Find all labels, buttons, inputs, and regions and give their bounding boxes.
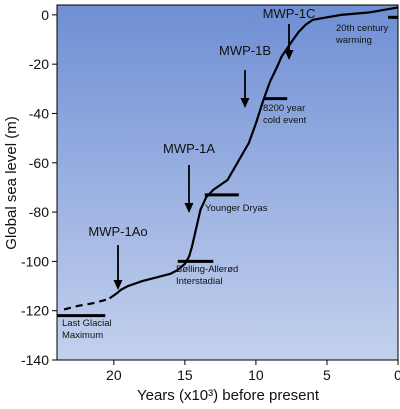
event-label: Last Glacial (62, 318, 112, 329)
y-tick-label: -40 (29, 105, 49, 121)
annotation-arrowhead (184, 203, 194, 213)
y-tick-label: -100 (21, 253, 49, 269)
event-label: Younger Dryas (205, 203, 268, 214)
y-tick-label: -120 (21, 303, 49, 319)
y-tick-label: 0 (41, 7, 49, 23)
event-label: Interstadial (176, 276, 222, 287)
event-label: cold event (263, 115, 307, 126)
x-tick-label: 10 (248, 367, 264, 383)
x-tick-label: 0 (394, 367, 400, 383)
plot-area (56, 4, 399, 361)
y-axis-title: Global sea level (m) (3, 116, 20, 249)
annotation-label: MWP-1A (163, 141, 215, 156)
event-label: Maximum (62, 330, 103, 341)
annotation-label: MWP-1B (219, 43, 271, 58)
annotation-label: MWP-1Ao (88, 224, 147, 239)
annotation-arrowhead (240, 98, 250, 108)
event-label: 20th century (336, 23, 389, 34)
y-tick-label: -60 (29, 155, 49, 171)
y-tick-label: -140 (21, 352, 49, 368)
x-tick-label: 15 (177, 367, 193, 383)
x-tick-label: 5 (323, 367, 331, 383)
annotation-arrowhead (284, 50, 294, 60)
y-tick-label: -20 (29, 56, 49, 72)
x-tick-label: 20 (106, 367, 122, 383)
event-label: warming (335, 35, 372, 46)
event-label: 8200 year (263, 103, 305, 114)
y-tick-label: -80 (29, 204, 49, 220)
x-axis-title: Years (x10³) before present (137, 387, 320, 404)
annotation-arrowhead (113, 280, 123, 290)
sea-level-line (108, 6, 399, 300)
event-label: Bølling-Allerød (176, 264, 238, 275)
sea-level-line (63, 298, 108, 311)
annotation-label: MWP-1C (263, 6, 316, 21)
